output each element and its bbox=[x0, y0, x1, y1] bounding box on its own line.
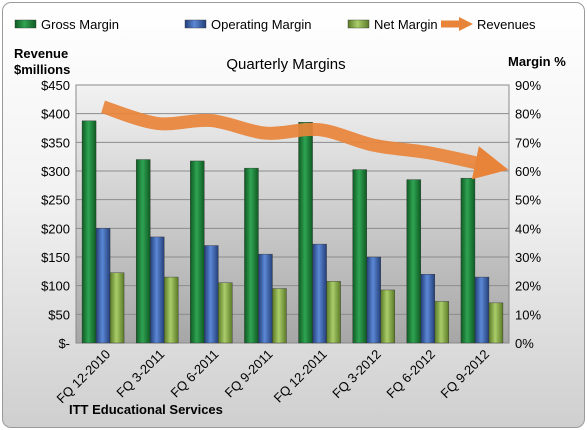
gross-margin-legend-swatch bbox=[14, 19, 37, 29]
operating-margin-legend-swatch bbox=[184, 19, 207, 29]
y-left-tick-label: $350 bbox=[41, 135, 70, 150]
revenues-legend-arrow bbox=[459, 17, 473, 31]
operating-margin-bar bbox=[312, 243, 327, 344]
legend-label: Net Margin bbox=[374, 17, 438, 32]
y-right-tick-label: 40% bbox=[515, 221, 541, 236]
gross-margin-bar bbox=[190, 160, 205, 344]
x-category-label: FQ 6-2012 bbox=[383, 347, 438, 402]
left-axis-label-line1: Revenue bbox=[14, 46, 68, 61]
y-right-tick-label: 20% bbox=[515, 279, 541, 294]
revenue-line-group bbox=[101, 100, 509, 180]
y-right-tick-label: 0% bbox=[515, 336, 534, 351]
y-right-tick-label: 30% bbox=[515, 250, 541, 265]
gross-margin-bar bbox=[298, 122, 313, 344]
operating-margin-bar bbox=[366, 256, 381, 344]
y-left-tick-label: $250 bbox=[41, 193, 70, 208]
net-margin-bar bbox=[326, 281, 341, 344]
operating-margin-bar bbox=[474, 276, 490, 344]
left-axis-label-line2: $millions bbox=[14, 62, 70, 77]
gross-margin-bar bbox=[135, 159, 151, 344]
legend-label: Gross Margin bbox=[41, 17, 119, 32]
x-category-label: FQ 6-2011 bbox=[168, 347, 222, 401]
gross-margin-bar bbox=[81, 120, 97, 344]
x-category-label: FQ 12-2010 bbox=[54, 347, 114, 407]
y-left-tick-label: $200 bbox=[41, 221, 70, 236]
y-right-tick-label: 10% bbox=[515, 307, 541, 322]
net-margin-bar bbox=[488, 302, 504, 344]
net-margin-bar bbox=[163, 276, 179, 344]
gross-margin-bar bbox=[406, 179, 422, 344]
right-axis-label: Margin % bbox=[508, 54, 566, 69]
gross-margin-bar bbox=[244, 167, 259, 344]
y-left-tick-label: $- bbox=[58, 336, 70, 351]
y-left-tick-label: $400 bbox=[41, 107, 70, 122]
net-margin-bar bbox=[109, 272, 125, 344]
y-right-tick-label: 90% bbox=[515, 78, 541, 93]
y-right-tick-label: 70% bbox=[515, 135, 541, 150]
operating-margin-bar bbox=[95, 228, 111, 344]
gross-margin-bar bbox=[352, 169, 367, 344]
y-left-tick-label: $150 bbox=[41, 250, 70, 265]
net-margin-bar bbox=[272, 288, 287, 344]
legend: Gross Margin Operating Margin Net Margin Re… bbox=[14, 17, 536, 32]
y-left-tick-label: $450 bbox=[41, 78, 70, 93]
bars-group bbox=[81, 120, 504, 344]
y-right-tick-label: 60% bbox=[515, 164, 541, 179]
net-margin-bar bbox=[380, 289, 395, 344]
y-left-tick-label: $100 bbox=[41, 279, 70, 294]
x-category-label: FQ 9-2011 bbox=[222, 347, 276, 401]
company-name: ITT Educational Services bbox=[69, 402, 223, 417]
revenues-line bbox=[101, 100, 509, 180]
x-category-label: FQ 3-2011 bbox=[113, 347, 167, 401]
y-left-tick-label: $300 bbox=[41, 164, 70, 179]
x-category-label: FQ 9-2012 bbox=[438, 347, 493, 402]
quarterly-margins-chart: $- 0% $50 10% $100 20% $150 30% $200 40% $250 50% $3… bbox=[14, 17, 566, 417]
net-margin-bar bbox=[434, 301, 450, 344]
y-right-tick-label: 80% bbox=[515, 107, 541, 122]
operating-margin-bar bbox=[149, 236, 165, 344]
y-right-tick-label: 50% bbox=[515, 193, 541, 208]
chart-title: Quarterly Margins bbox=[226, 56, 345, 73]
legend-label: Revenues bbox=[477, 17, 536, 32]
legend-label: Operating Margin bbox=[211, 17, 311, 32]
net-margin-legend-swatch bbox=[347, 19, 370, 29]
x-category-label: FQ 12-2011 bbox=[271, 347, 330, 406]
net-margin-bar bbox=[218, 282, 233, 344]
gross-margin-bar bbox=[460, 177, 476, 344]
x-category-label: FQ 3-2012 bbox=[329, 347, 384, 402]
operating-margin-bar bbox=[204, 245, 219, 344]
operating-margin-bar bbox=[258, 253, 273, 344]
operating-margin-bar bbox=[420, 274, 436, 344]
y-left-tick-label: $50 bbox=[48, 307, 70, 322]
